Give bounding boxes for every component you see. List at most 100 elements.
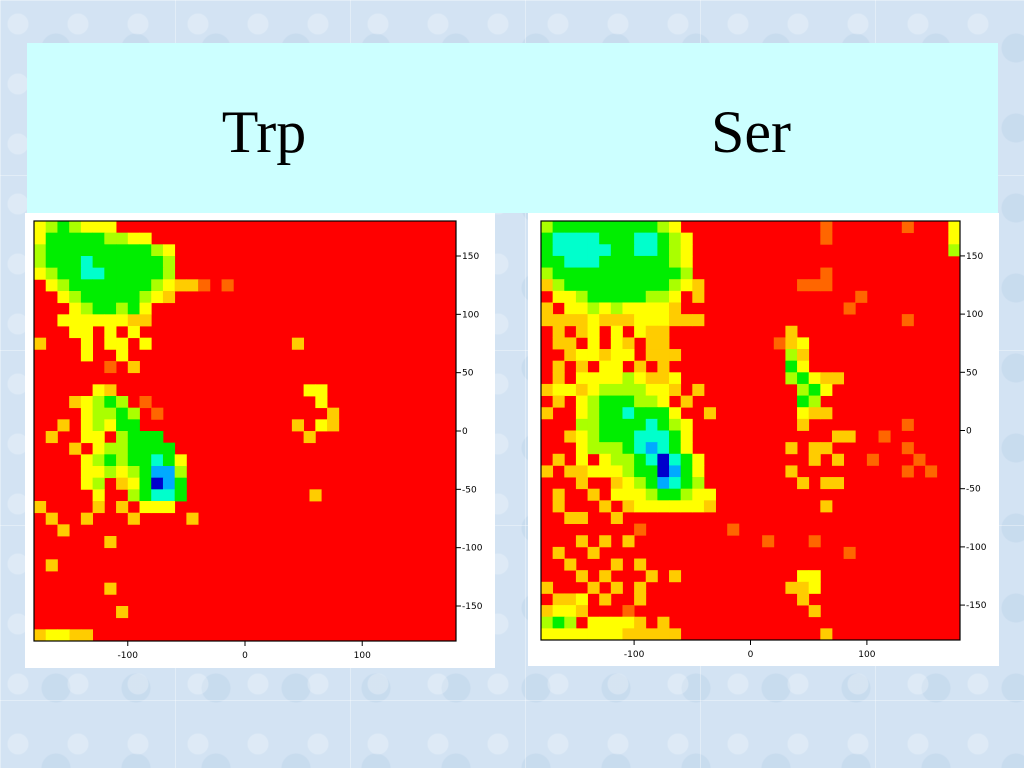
heatmap-cell <box>162 279 176 292</box>
heatmap-cell <box>622 616 635 629</box>
heatmap-cell <box>657 430 670 443</box>
heatmap-cell <box>797 279 810 292</box>
heatmap-cell <box>151 279 164 292</box>
heatmap-cell <box>564 290 577 303</box>
heatmap-cell <box>634 628 647 641</box>
heatmap-cell <box>92 302 105 315</box>
heatmap-cell <box>622 605 635 618</box>
y-tick-label: -50 <box>462 485 477 495</box>
heatmap-cell <box>564 465 577 478</box>
heatmap-cell <box>174 279 187 292</box>
heatmap-cell <box>622 418 635 431</box>
heatmap-cell <box>657 500 670 513</box>
heatmap-cell <box>634 290 647 303</box>
heatmap-cell <box>575 430 588 443</box>
heatmap-cell <box>541 616 554 629</box>
heatmap-cell <box>575 302 588 315</box>
heatmap-cell <box>587 349 600 362</box>
heatmap-cell <box>104 536 117 549</box>
heatmap-cell <box>599 255 612 268</box>
heatmap-cell <box>657 616 670 629</box>
heatmap-cell <box>680 453 693 466</box>
heatmap-cell <box>69 396 82 409</box>
heatmap-cell <box>541 581 554 594</box>
heatmap-cell <box>80 431 94 444</box>
heatmap-cell <box>657 488 670 501</box>
heatmap-cell <box>162 291 176 304</box>
heatmap-cell <box>587 232 600 245</box>
heatmap-cell <box>808 407 821 420</box>
heatmap-cell <box>162 442 176 455</box>
heatmap-cell <box>657 465 670 478</box>
heatmap-cell <box>657 407 670 420</box>
heatmap-cell <box>587 244 600 257</box>
heatmap-cell <box>80 454 94 467</box>
heatmap-cell <box>45 232 58 245</box>
heatmap-cell <box>575 279 588 292</box>
heatmap-cell <box>116 314 129 327</box>
heatmap-cell <box>634 523 647 536</box>
heatmap-cell <box>669 453 682 466</box>
heatmap-cell <box>116 256 129 269</box>
heatmap-cell <box>327 419 340 432</box>
heatmap-cell <box>634 302 647 315</box>
heatmap-cell <box>645 290 658 303</box>
heatmap-cell <box>587 407 600 420</box>
heatmap-cell <box>564 244 577 257</box>
heatmap-cell <box>127 361 140 374</box>
heatmap-cell <box>645 628 658 641</box>
heatmap-cell <box>552 453 565 466</box>
heatmap-cell <box>564 383 577 396</box>
heatmap-cell <box>808 383 821 396</box>
heatmap-cell <box>127 267 140 280</box>
x-tick-label: -100 <box>118 651 139 661</box>
y-tick-label: 0 <box>966 427 972 437</box>
heatmap-cell <box>564 221 577 234</box>
heatmap-cell <box>622 488 635 501</box>
heatmap-cell <box>552 337 565 350</box>
heatmap-cell <box>610 302 623 315</box>
heatmap-cell <box>657 360 670 373</box>
heatmap-cell <box>564 616 577 629</box>
heatmap-cell <box>785 349 798 362</box>
heatmap-cell <box>657 221 670 234</box>
heatmap-cell <box>92 466 105 479</box>
heatmap-cell <box>80 244 94 257</box>
heatmap-cell <box>104 419 117 432</box>
heatmap-cell <box>831 453 845 466</box>
heatmap-cell <box>151 489 164 502</box>
heatmap-cell <box>92 477 105 490</box>
heatmap-cell <box>139 291 152 304</box>
heatmap-cell <box>680 418 693 431</box>
heatmap-cell <box>599 407 612 420</box>
heatmap-cell <box>645 488 658 501</box>
heatmap-cell <box>622 279 635 292</box>
heatmap-cell <box>186 279 199 292</box>
heatmap-cell <box>541 221 554 234</box>
heatmap-cell <box>599 453 612 466</box>
heatmap-cell <box>139 501 152 514</box>
heatmap-cell <box>139 314 152 327</box>
heatmap-cell <box>34 232 47 245</box>
heatmap-cell <box>45 256 58 269</box>
heatmap-cell <box>80 291 94 304</box>
heatmap-cell <box>80 256 94 269</box>
heatmap-cell <box>610 581 623 594</box>
heatmap-cell <box>820 221 833 234</box>
heatmap-cell <box>587 290 600 303</box>
heatmap-cell <box>692 453 705 466</box>
heatmap-cell <box>564 593 577 606</box>
heatmap-cell <box>762 535 775 548</box>
heatmap-cell <box>692 465 705 478</box>
heatmap-cell <box>657 442 670 455</box>
heatmap-cell <box>773 337 786 350</box>
heatmap-cell <box>622 430 635 443</box>
heatmap-cell <box>622 290 635 303</box>
heatmap-cell <box>785 442 798 455</box>
heatmap-cell <box>45 279 58 292</box>
y-tick-label: 100 <box>462 310 479 320</box>
heatmap-cell <box>45 512 58 525</box>
heatmap-cell <box>645 337 658 350</box>
heatmap-cell <box>80 221 94 234</box>
heatmap-cell <box>657 244 670 257</box>
